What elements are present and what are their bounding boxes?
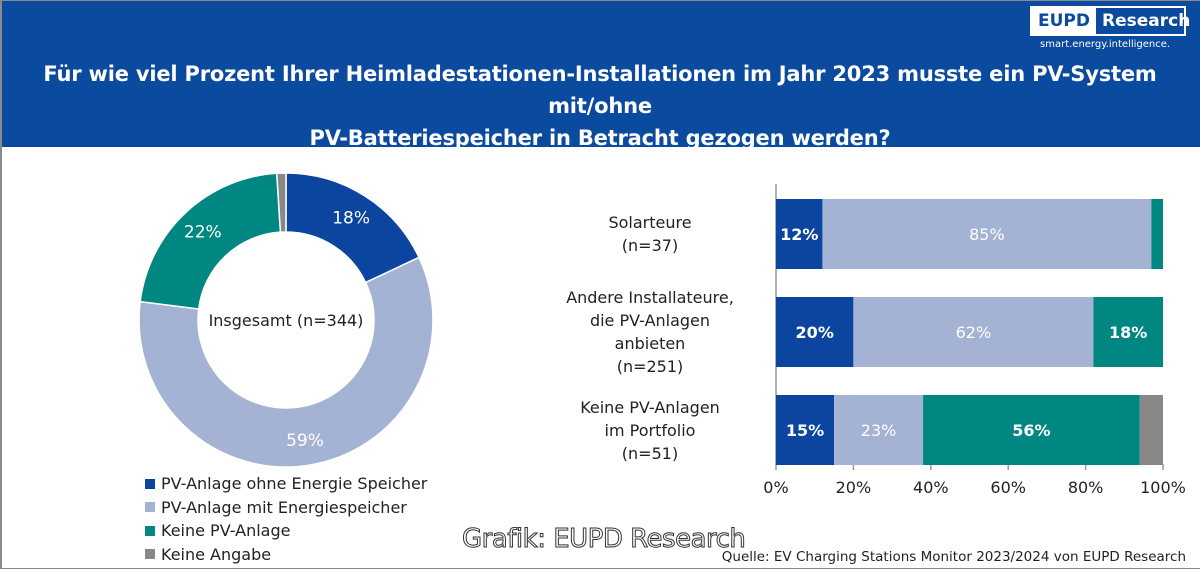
legend-swatch <box>145 502 155 513</box>
logo-research-text: Research <box>1102 11 1191 31</box>
legend-item: PV-Anlage ohne Energie Speicher <box>145 472 427 496</box>
legend-swatch <box>145 549 155 560</box>
bar-segment <box>822 199 1152 269</box>
x-tick-label: 20% <box>836 478 872 497</box>
donut-data-label: 59% <box>286 431 324 451</box>
x-tick-label: 0% <box>763 478 788 497</box>
legend-swatch <box>145 525 155 536</box>
bar-category-label-line: (n=251) <box>616 357 684 376</box>
legend-label: Keine PV-Anlage <box>161 521 291 541</box>
bar-svg: 0% 20% 40% 60% 80% 100% 12% 85% 20% 62% 18% 15% 23% 5… <box>763 184 1186 497</box>
bar-data-label: 15% <box>786 421 824 440</box>
bar-category-label: Keine PV-Anlagen im Portfolio (n=51) <box>550 396 750 465</box>
bar-segment <box>776 199 823 269</box>
stacked-bar-chart: 0% 20% 40% 60% 80% 100% 12% 85% 20% 62% 18% 15% 23% 5… <box>560 180 1200 520</box>
bar-segment <box>1139 395 1163 465</box>
x-tick-label: 40% <box>913 478 949 497</box>
legend-item: Keine PV-Anlage <box>145 519 427 543</box>
bar-category-label-line: anbieten <box>614 334 686 353</box>
bar-segment <box>853 297 1094 367</box>
bar-category-label-line: Keine PV-Anlagen <box>580 397 720 417</box>
bar-category-label: Andere Installateure, die PV-Anlagen anbie… <box>550 286 750 378</box>
x-tick-label: 80% <box>1068 478 1104 497</box>
bar-data-label: 85% <box>969 225 1005 244</box>
bar-category-label-line: die PV-Anlagen <box>589 311 711 330</box>
legend: PV-Anlage ohne Energie Speicher PV-Anlage… <box>145 472 427 566</box>
bar-segment <box>776 297 854 367</box>
chart-title: Für wie viel Prozent Ihrer Heimladestati… <box>0 58 1200 154</box>
bar-segment <box>834 395 924 465</box>
legend-swatch <box>145 478 155 489</box>
bar-data-label: 56% <box>1012 421 1050 440</box>
bar-segment <box>1093 297 1163 367</box>
logo-eupd-text: EUPD <box>1032 8 1096 34</box>
x-tick-label: 100% <box>1140 478 1186 497</box>
bar-data-label: 18% <box>1109 323 1147 342</box>
bar-category-label-line: im Portfolio <box>604 420 696 440</box>
donut-data-label: 18% <box>332 208 370 228</box>
bar-category-label-line: (n=51) <box>621 443 679 463</box>
bar-data-label: 62% <box>956 323 992 342</box>
eupd-logo: EUPD Research smart.energy.intelligence. <box>1030 6 1190 56</box>
donut-data-label: 22% <box>184 222 222 242</box>
x-tick-label: 60% <box>990 478 1026 497</box>
title-line-1: Für wie viel Prozent Ihrer Heimladestati… <box>43 62 1157 118</box>
bar-segment <box>776 395 835 465</box>
bar-data-label: 12% <box>780 225 818 244</box>
source-note: Quelle: EV Charging Stations Monitor 202… <box>721 549 1186 565</box>
bar-segment <box>923 395 1140 465</box>
logo-tagline: smart.energy.intelligence. <box>1040 39 1171 50</box>
donut-slice <box>275 172 287 233</box>
legend-item: PV-Anlage mit Energiespeicher <box>145 496 427 520</box>
title-line-2: PV-Batteriespeicher in Betracht gezogen … <box>309 126 891 150</box>
bar-category-label: Solarteure (n=37) <box>550 211 750 257</box>
legend-label: PV-Anlage ohne Energie Speicher <box>161 474 428 494</box>
legend-item: Keine Angabe <box>145 543 427 567</box>
legend-label: Keine Angabe <box>161 544 272 564</box>
header-banner: Für wie viel Prozent Ihrer Heimladestati… <box>0 0 1200 150</box>
donut-chart: 18% 59% 22% Insgesamt (n=344) <box>130 160 450 480</box>
bar-category-label-line: (n=37) <box>621 236 679 255</box>
watermark: Grafik: EUPD Research <box>461 524 746 555</box>
legend-label: PV-Anlage mit Energiespeicher <box>161 497 407 517</box>
bar-segment <box>1151 199 1163 269</box>
donut-slice <box>139 172 282 310</box>
donut-slice <box>138 256 434 468</box>
bar-data-label: 20% <box>796 323 834 342</box>
bar-data-label: 23% <box>861 421 897 440</box>
bar-category-label-line: Solarteure <box>608 213 692 232</box>
donut-center-label: Insgesamt (n=344) <box>209 311 364 330</box>
donut-svg: 18% 59% 22% Insgesamt (n=344) <box>138 172 434 468</box>
bar-category-label-line: Andere Installateure, <box>566 288 734 307</box>
